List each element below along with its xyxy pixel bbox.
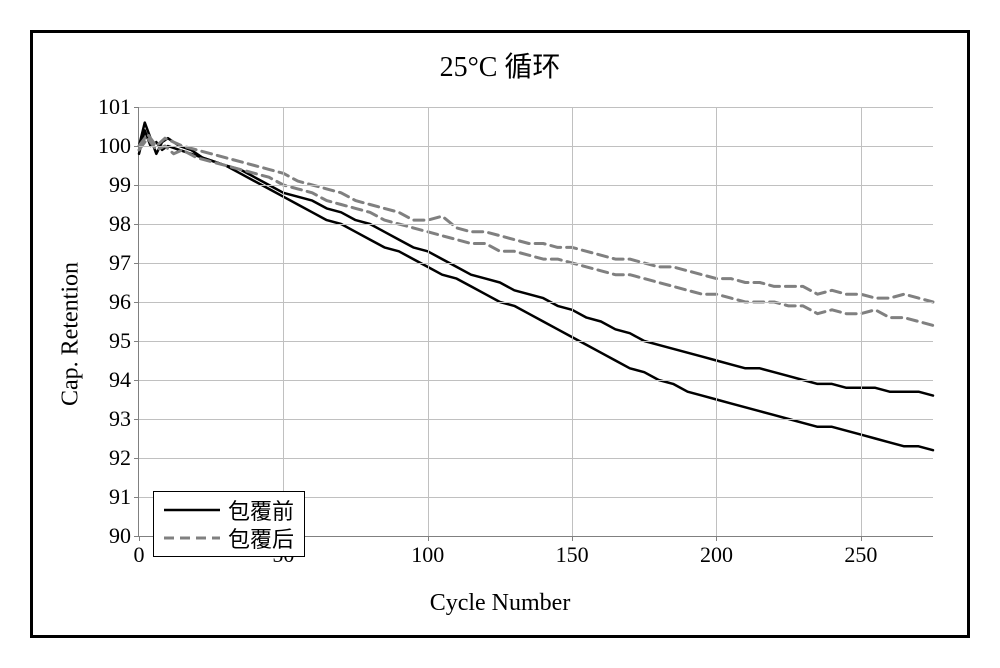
gridline-h	[139, 107, 933, 108]
gridline-h	[139, 341, 933, 342]
gridline-v	[716, 107, 717, 536]
legend-item: 包覆前	[162, 496, 294, 524]
legend-item: 包覆后	[162, 524, 294, 552]
y-tick-label: 96	[109, 289, 131, 315]
gridline-h	[139, 263, 933, 264]
y-tick-label: 91	[109, 484, 131, 510]
gridline-h	[139, 419, 933, 420]
x-tick-label: 0	[134, 542, 145, 568]
y-tick-label: 94	[109, 367, 131, 393]
series-line	[139, 134, 933, 302]
y-tick-label: 92	[109, 445, 131, 471]
y-tick-label: 93	[109, 406, 131, 432]
gridline-h	[139, 302, 933, 303]
legend-line-icon	[162, 500, 222, 520]
gridline-h	[139, 458, 933, 459]
x-tick-label: 100	[411, 542, 444, 568]
y-axis-label-text: Cap. Retention	[58, 262, 84, 406]
gridline-h	[139, 380, 933, 381]
chart-title: 25°C 循环	[33, 45, 967, 85]
line-layer	[139, 107, 933, 536]
y-tick-label: 97	[109, 250, 131, 276]
gridline-v	[861, 107, 862, 536]
y-axis-label: Cap. Retention	[58, 262, 85, 406]
y-tick-label: 95	[109, 328, 131, 354]
gridline-h	[139, 146, 933, 147]
y-tick-label: 100	[98, 133, 131, 159]
gridline-h	[139, 185, 933, 186]
x-axis-label: Cycle Number	[33, 590, 967, 617]
x-axis-label-text: Cycle Number	[430, 590, 571, 616]
x-tick-label: 150	[556, 542, 589, 568]
plot-area: 9091929394959697989910010105010015020025…	[138, 107, 933, 537]
x-tick-label: 200	[700, 542, 733, 568]
x-tick-label: 250	[844, 542, 877, 568]
y-tick-label: 101	[98, 94, 131, 120]
gridline-v	[283, 107, 284, 536]
gridline-v	[428, 107, 429, 536]
y-tick-label: 90	[109, 523, 131, 549]
legend: 包覆前包覆后	[153, 491, 305, 557]
chart-frame: 25°C 循环 90919293949596979899100101050100…	[30, 30, 970, 638]
chart-title-text: 25°C 循环	[440, 52, 561, 83]
legend-line-icon	[162, 528, 222, 548]
gridline-v	[572, 107, 573, 536]
y-tick-label: 99	[109, 172, 131, 198]
y-tick-label: 98	[109, 211, 131, 237]
gridline-h	[139, 224, 933, 225]
legend-label: 包覆后	[228, 522, 294, 554]
series-line	[139, 123, 933, 396]
